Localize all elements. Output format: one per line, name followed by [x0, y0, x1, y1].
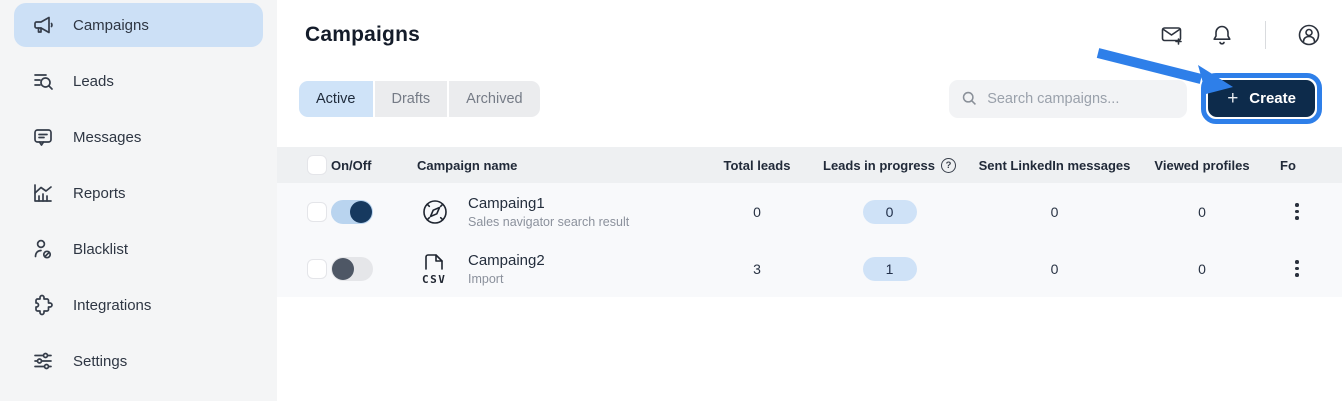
- campaign-source: Sales navigator search result: [468, 214, 630, 229]
- column-header-leads-in-progress: Leads in progress ?: [822, 157, 957, 173]
- column-header-followed-clipped: Fo: [1280, 157, 1296, 173]
- tab-archived[interactable]: Archived: [449, 80, 540, 117]
- row-menu-kebab-icon[interactable]: [1252, 260, 1342, 277]
- column-header-sent-messages: Sent LinkedIn messages: [978, 157, 1131, 173]
- table-row-campaign-1[interactable]: Campaing1 Sales navigator search result …: [277, 183, 1342, 240]
- plus-icon: +: [1227, 87, 1239, 109]
- megaphone-icon: [34, 16, 53, 34]
- viewed-profiles-value: 0: [1198, 203, 1206, 220]
- search-box: [949, 79, 1188, 118]
- controls-row: Active Drafts Archived + Create: [299, 73, 1322, 124]
- sent-messages-value: 0: [1050, 203, 1059, 220]
- create-button[interactable]: + Create: [1208, 80, 1315, 117]
- sidebar-item-label: Settings: [73, 352, 128, 370]
- campaign-on-off-toggle[interactable]: [331, 199, 373, 224]
- sidebar-item-label: Blacklist: [73, 240, 129, 258]
- toggle-knob: [332, 257, 354, 280]
- sliders-icon: [34, 352, 52, 370]
- leads-in-progress-badge: 1: [862, 256, 917, 281]
- sidebar-item-campaigns[interactable]: Campaigns: [14, 3, 263, 47]
- campaigns-table: On/Off Campaign name Total leads Leads i…: [277, 147, 1342, 297]
- reports-chart-icon: [34, 184, 52, 202]
- campaign-name: Campaing2: [468, 251, 545, 269]
- svg-text:CSV: CSV: [422, 273, 446, 286]
- sidebar-item-label: Reports: [73, 184, 126, 202]
- total-leads-value: 3: [753, 260, 761, 277]
- search-icon: [962, 91, 977, 105]
- total-leads-value: 0: [753, 203, 761, 220]
- sidebar-item-messages[interactable]: Messages: [14, 115, 263, 159]
- table-body: Campaing1 Sales navigator search result …: [277, 183, 1342, 297]
- table-header: On/Off Campaign name Total leads Leads i…: [277, 147, 1342, 183]
- sales-navigator-compass-icon: [417, 191, 453, 233]
- leads-search-icon: [34, 74, 53, 90]
- sidebar-item-blacklist[interactable]: Blacklist: [14, 227, 263, 271]
- sidebar-item-label: Campaigns: [73, 16, 149, 34]
- search-input[interactable]: [987, 90, 1176, 107]
- sidebar-item-reports[interactable]: Reports: [14, 171, 263, 215]
- message-bubble-icon: [34, 129, 52, 146]
- page-title: Campaigns: [305, 23, 420, 46]
- toggle-knob: [350, 200, 372, 223]
- select-all-checkbox[interactable]: [307, 155, 327, 175]
- campaign-name: Campaing1: [468, 194, 545, 212]
- sidebar: Campaigns Leads Messages Reports: [0, 0, 277, 401]
- row-checkbox[interactable]: [307, 201, 327, 222]
- column-header-viewed-profiles: Viewed profiles: [1154, 157, 1250, 173]
- row-menu-kebab-icon[interactable]: [1252, 203, 1342, 220]
- column-header-total-leads: Total leads: [723, 157, 791, 173]
- sent-messages-value: 0: [1050, 260, 1059, 277]
- column-header-campaign-name: Campaign name: [417, 157, 518, 173]
- leads-in-progress-badge: 0: [862, 199, 917, 224]
- sidebar-item-settings[interactable]: Settings: [14, 339, 263, 383]
- tab-drafts[interactable]: Drafts: [374, 80, 448, 117]
- csv-file-icon: CSV: [417, 248, 453, 290]
- create-button-highlight-ring: + Create: [1201, 73, 1322, 124]
- main-content: Campaigns: [277, 0, 1342, 401]
- blocked-user-icon: [34, 239, 52, 259]
- viewed-profiles-value: 0: [1198, 260, 1206, 277]
- table-row-campaign-2[interactable]: CSV Campaing2 Import 3 1 0 0: [277, 240, 1342, 297]
- campaign-on-off-toggle[interactable]: [331, 256, 373, 281]
- puzzle-icon: [35, 294, 53, 316]
- topbar: Campaigns: [277, 0, 1342, 49]
- filter-tabs: Active Drafts Archived: [299, 80, 540, 117]
- sidebar-item-label: Leads: [73, 72, 114, 90]
- topbar-actions: [1159, 21, 1322, 49]
- bell-icon[interactable]: [1209, 22, 1235, 48]
- row-checkbox[interactable]: [307, 258, 327, 279]
- mail-plus-icon[interactable]: [1159, 22, 1185, 48]
- help-icon[interactable]: ?: [940, 157, 956, 173]
- sidebar-item-integrations[interactable]: Integrations: [14, 283, 263, 327]
- campaign-source: Import: [468, 271, 504, 286]
- sidebar-item-leads[interactable]: Leads: [14, 59, 263, 103]
- tab-active[interactable]: Active: [299, 80, 373, 117]
- column-header-on-off: On/Off: [331, 157, 372, 173]
- create-button-label: Create: [1249, 90, 1296, 107]
- topbar-divider: [1265, 21, 1266, 49]
- account-icon[interactable]: [1296, 22, 1322, 48]
- sidebar-item-label: Integrations: [73, 296, 152, 314]
- sidebar-item-label: Messages: [73, 128, 142, 146]
